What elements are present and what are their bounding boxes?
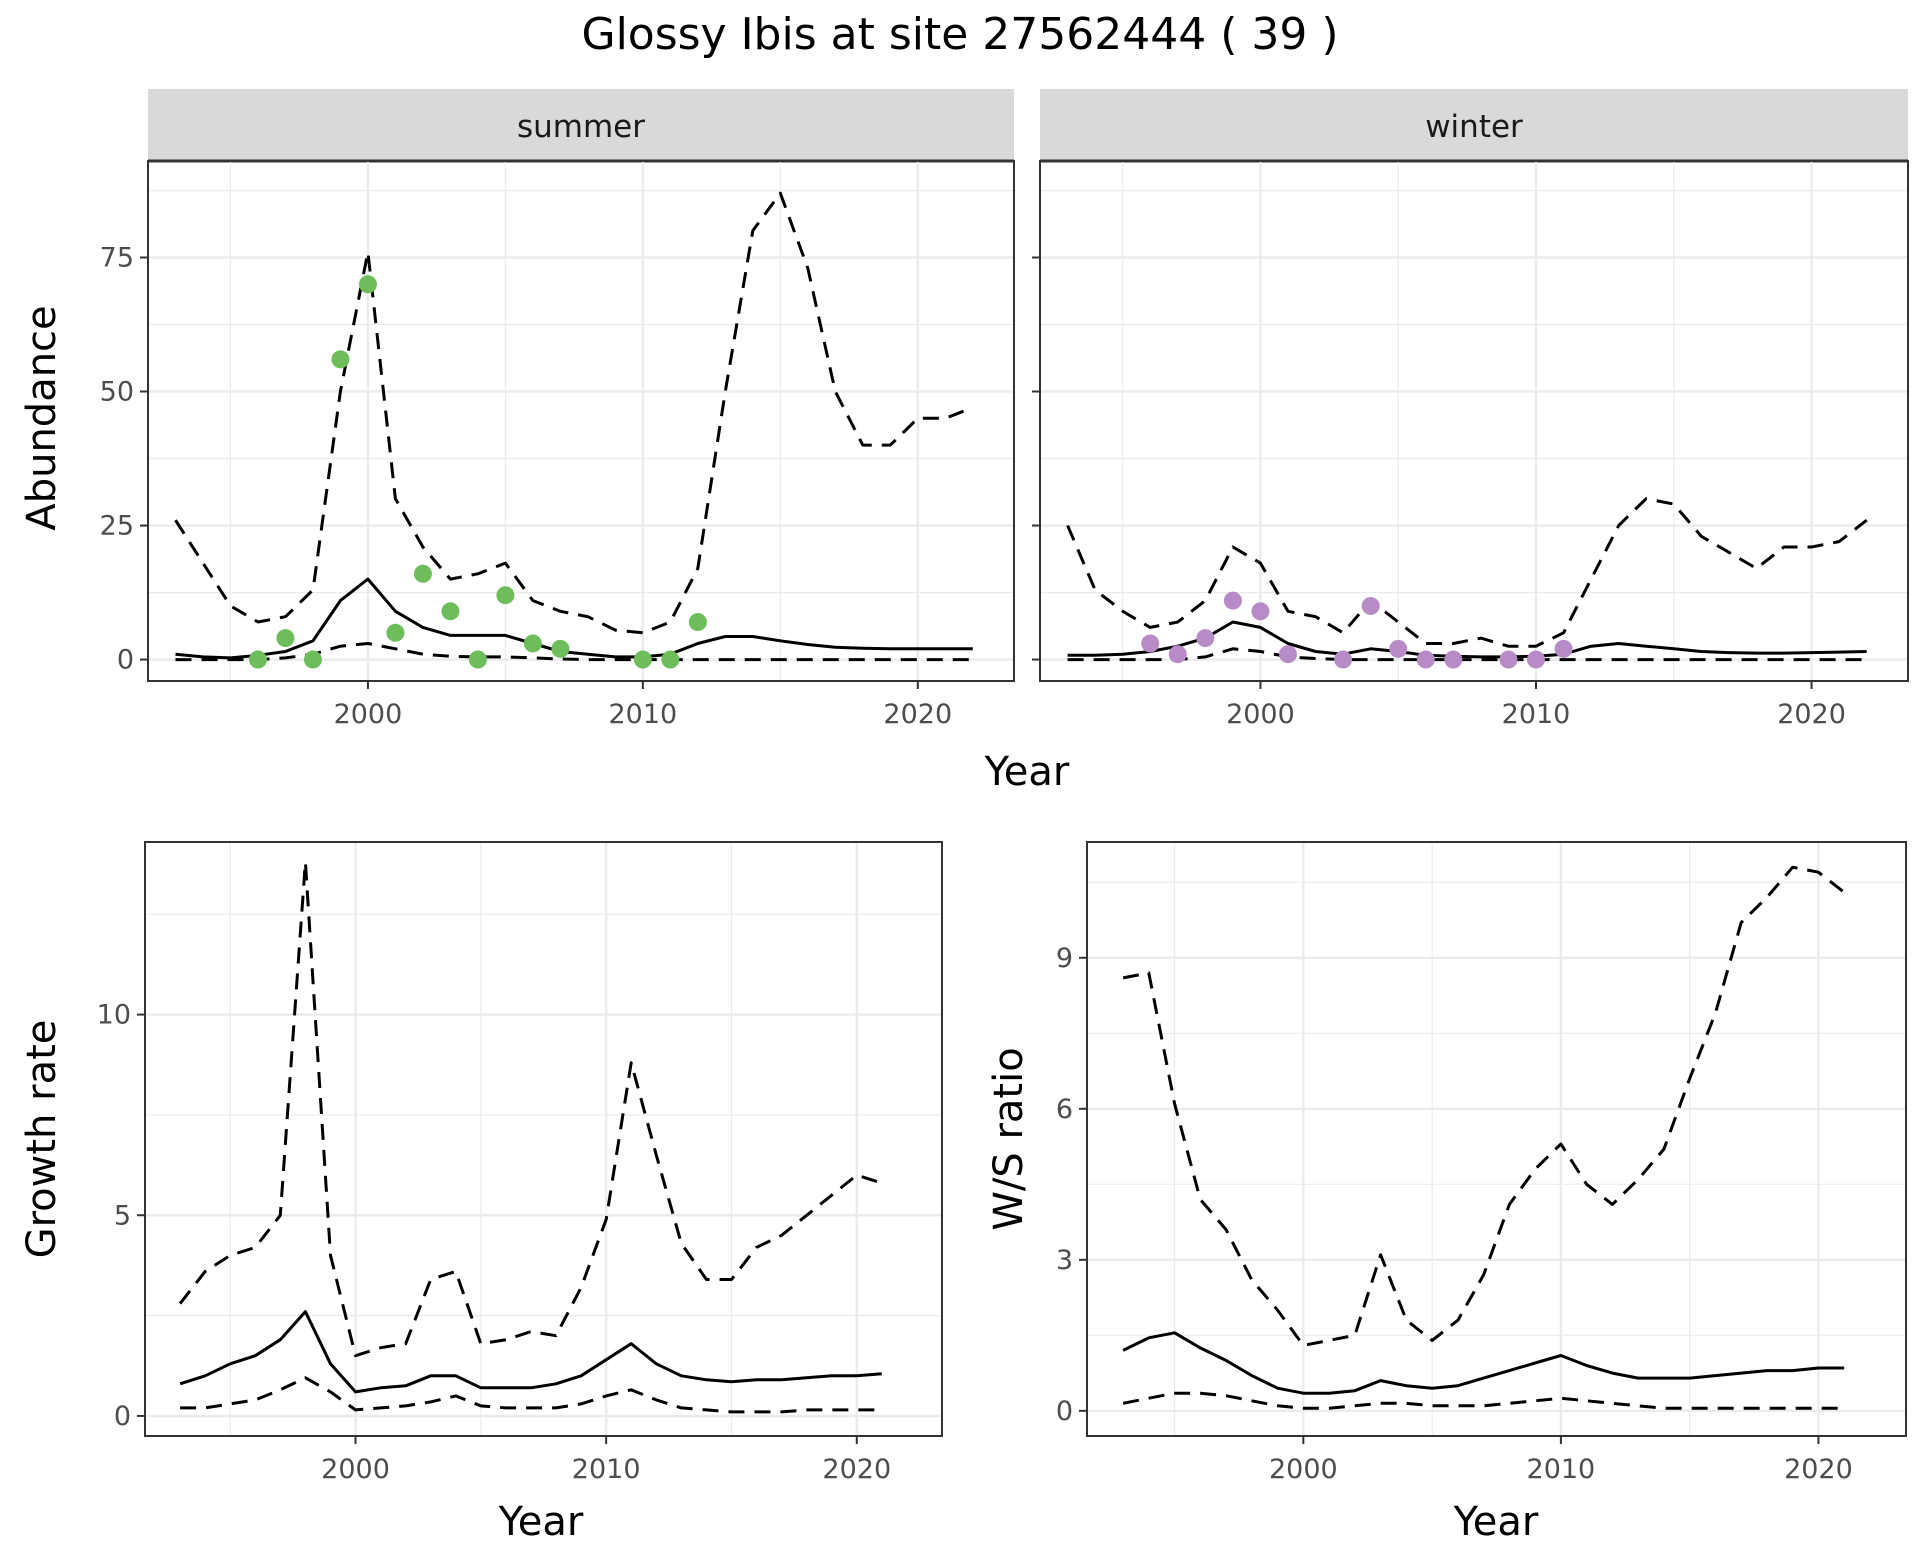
summer-count-point bbox=[441, 602, 460, 621]
y-axis-label-summer: Abundance bbox=[19, 305, 65, 530]
y-tick-label: 10 bbox=[97, 1000, 131, 1031]
winter-upper-line bbox=[1066, 497, 1868, 648]
x-tick-label: 2020 bbox=[1777, 699, 1846, 730]
panel-winter: winter 2000 2010 2020 bbox=[1032, 89, 1909, 730]
panel-summer: summer 2000 2010 2020 0 25 50 75 Abundance bbox=[19, 89, 1015, 730]
x-tick-label: 2010 bbox=[608, 699, 677, 730]
summer-count-point bbox=[413, 564, 432, 583]
summer-panel-border bbox=[147, 160, 1015, 682]
summer-count-point bbox=[468, 650, 487, 669]
x-tick-label: 2010 bbox=[572, 1454, 641, 1485]
strip-winter-label: winter bbox=[1425, 109, 1523, 145]
summer-count-point bbox=[331, 350, 350, 369]
plot-area-winter: 2000 2010 2020 bbox=[1032, 160, 1909, 730]
plot-area-ws-ratio: 2000 2010 2020 0 3 6 9 bbox=[1056, 841, 1907, 1485]
growth-rate-lower-line bbox=[180, 1376, 882, 1414]
y-tick-label: 3 bbox=[1056, 1245, 1073, 1276]
figure-title: Glossy Ibis at site 27562444 ( 39 ) bbox=[581, 9, 1338, 60]
ws-ratio-lower-line bbox=[1122, 1391, 1845, 1410]
summer-count-point bbox=[633, 650, 652, 669]
summer-count-point bbox=[688, 613, 707, 632]
y-tick-label: 25 bbox=[100, 511, 134, 542]
y-tick-label: 6 bbox=[1056, 1094, 1073, 1125]
x-tick-label: 2010 bbox=[1527, 1454, 1596, 1485]
summer-count-point bbox=[386, 623, 405, 642]
winter-count-point bbox=[1416, 650, 1435, 669]
winter-count-point bbox=[1196, 629, 1215, 648]
summer-count-point bbox=[661, 650, 680, 669]
winter-count-point bbox=[1361, 596, 1380, 615]
x-tick-label: 2000 bbox=[1226, 699, 1295, 730]
summer-count-point bbox=[276, 629, 295, 648]
x-tick-label: 2020 bbox=[883, 699, 952, 730]
y-tick-label: 0 bbox=[1056, 1396, 1073, 1427]
summer-count-point bbox=[551, 639, 570, 658]
summer-estimate-line bbox=[175, 577, 973, 660]
growth-rate-estimate-line bbox=[179, 1310, 882, 1394]
strip-winter bbox=[1040, 89, 1908, 160]
x-axis-label-growth-rate: Year bbox=[498, 1499, 584, 1545]
y-tick-label: 0 bbox=[117, 645, 134, 676]
ws-ratio-estimate-line bbox=[1122, 1331, 1845, 1395]
x-tick-label: 2000 bbox=[334, 699, 403, 730]
y-tick-label: 5 bbox=[114, 1200, 131, 1231]
summer-count-point bbox=[496, 586, 515, 605]
ws-ratio-panel-border bbox=[1086, 841, 1907, 1437]
winter-count-point bbox=[1527, 650, 1545, 669]
winter-count-point bbox=[1444, 650, 1463, 669]
x-tick-label: 2000 bbox=[321, 1454, 390, 1485]
strip-summer-label: summer bbox=[517, 109, 645, 145]
panel-ws-ratio: 2000 2010 2020 0 3 6 9 W/S ratio Year bbox=[986, 841, 1907, 1545]
y-axis-label-ws-ratio: W/S ratio bbox=[986, 1047, 1032, 1230]
winter-panel-border bbox=[1039, 160, 1909, 682]
strip-summer bbox=[148, 89, 1014, 160]
panel-growth-rate: 2000 2010 2020 0 5 10 Growth rate Year bbox=[19, 841, 943, 1545]
winter-count-point bbox=[1251, 602, 1270, 621]
x-tick-label: 2020 bbox=[822, 1454, 891, 1485]
summer-count-point bbox=[248, 650, 267, 669]
plot-area-growth-rate: 2000 2010 2020 0 5 10 bbox=[97, 841, 943, 1485]
winter-count-point bbox=[1499, 650, 1518, 669]
winter-lower-line bbox=[1067, 647, 1867, 662]
growth-rate-panel-border bbox=[144, 841, 943, 1437]
summer-count-point bbox=[358, 275, 377, 294]
growth-rate-upper-line bbox=[178, 860, 883, 1358]
x-tick-label: 2000 bbox=[1269, 1454, 1338, 1485]
y-tick-label: 75 bbox=[100, 242, 134, 273]
summer-count-point bbox=[303, 650, 322, 669]
winter-count-point bbox=[1334, 650, 1353, 669]
summer-count-point bbox=[523, 634, 542, 653]
x-tick-label: 2010 bbox=[1502, 699, 1571, 730]
x-axis-label-ws-ratio: Year bbox=[1453, 1499, 1539, 1545]
y-tick-label: 50 bbox=[100, 377, 134, 408]
y-axis-label-growth-rate: Growth rate bbox=[19, 1020, 65, 1259]
winter-count-point bbox=[1389, 639, 1408, 658]
winter-count-point bbox=[1141, 634, 1160, 653]
x-tick-label: 2020 bbox=[1784, 1454, 1853, 1485]
winter-count-point bbox=[1279, 645, 1297, 664]
plot-area-summer: 2000 2010 2020 0 25 50 75 bbox=[100, 160, 1015, 730]
y-tick-label: 0 bbox=[114, 1401, 131, 1432]
y-tick-label: 9 bbox=[1056, 943, 1073, 974]
winter-count-point bbox=[1554, 639, 1573, 658]
winter-count-point bbox=[1168, 645, 1187, 664]
x-axis-label-top: Year bbox=[984, 749, 1070, 795]
winter-count-point bbox=[1223, 591, 1242, 610]
ws-ratio-upper-line bbox=[1122, 865, 1846, 1347]
summer-upper-line bbox=[174, 191, 974, 635]
